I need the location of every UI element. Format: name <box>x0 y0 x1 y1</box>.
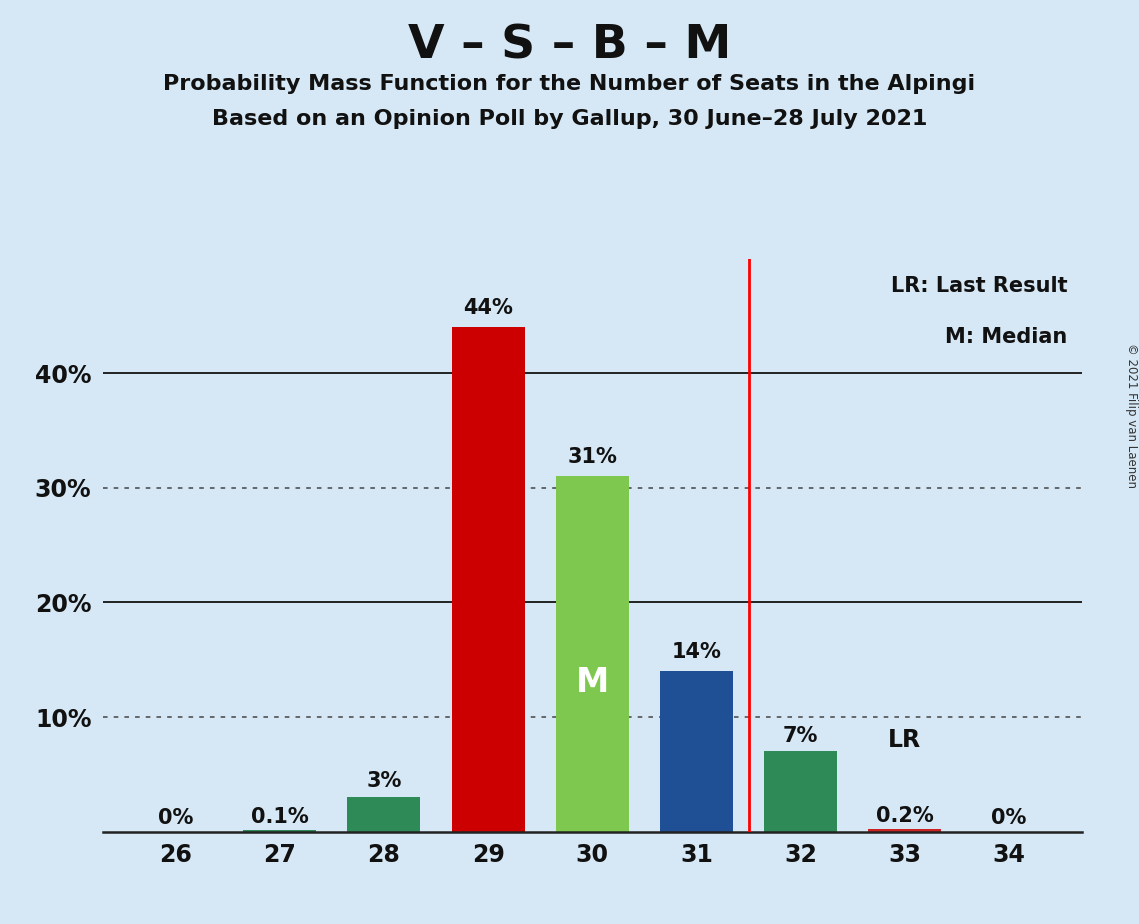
Bar <box>868 830 941 832</box>
Text: 0%: 0% <box>991 808 1026 828</box>
Text: 44%: 44% <box>464 298 513 318</box>
Text: 7%: 7% <box>782 725 819 746</box>
Text: LR: LR <box>888 728 921 752</box>
Text: V – S – B – M: V – S – B – M <box>408 23 731 68</box>
Text: 0%: 0% <box>158 808 194 828</box>
Text: 0.2%: 0.2% <box>876 806 934 826</box>
Text: M: Median: M: Median <box>945 327 1067 347</box>
Text: 14%: 14% <box>672 642 721 662</box>
Text: LR: Last Result: LR: Last Result <box>891 276 1067 296</box>
Bar <box>244 831 317 832</box>
Text: 31%: 31% <box>567 447 617 468</box>
Text: 3%: 3% <box>366 772 402 792</box>
Bar <box>764 751 837 832</box>
Text: © 2021 Filip van Laenen: © 2021 Filip van Laenen <box>1124 344 1138 488</box>
Text: 0.1%: 0.1% <box>251 807 309 827</box>
Text: Based on an Opinion Poll by Gallup, 30 June–28 July 2021: Based on an Opinion Poll by Gallup, 30 J… <box>212 109 927 129</box>
Text: M: M <box>575 666 609 699</box>
Bar <box>451 327 525 832</box>
Text: Probability Mass Function for the Number of Seats in the Alpingi: Probability Mass Function for the Number… <box>163 74 976 94</box>
Bar <box>659 671 734 832</box>
Bar <box>347 797 420 832</box>
Bar <box>556 477 629 832</box>
